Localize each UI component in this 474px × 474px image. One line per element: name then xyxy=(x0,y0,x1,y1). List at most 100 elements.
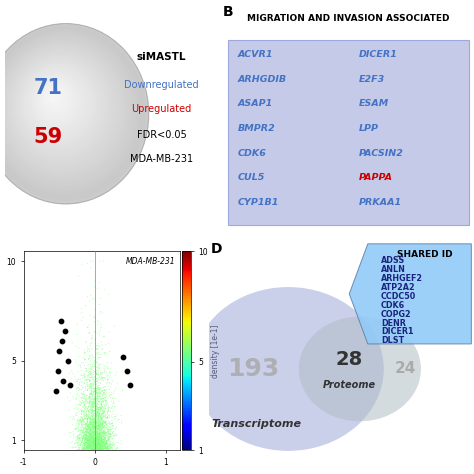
Point xyxy=(79,435,87,442)
Point xyxy=(100,445,108,453)
Point xyxy=(90,428,98,436)
Point xyxy=(94,451,102,459)
Point xyxy=(79,446,87,454)
Point xyxy=(98,376,105,384)
Point xyxy=(86,447,93,455)
Point xyxy=(113,444,120,452)
Point xyxy=(90,448,98,456)
Point xyxy=(98,441,106,448)
Point xyxy=(109,450,117,458)
Point xyxy=(85,429,93,437)
Point xyxy=(103,447,110,455)
Point xyxy=(80,412,88,420)
Point xyxy=(112,446,120,454)
Point xyxy=(109,410,117,418)
Point xyxy=(96,456,103,463)
Point xyxy=(104,413,111,421)
Point xyxy=(99,452,107,459)
Point xyxy=(98,451,106,458)
Point xyxy=(94,441,102,449)
Point xyxy=(95,426,103,433)
Point xyxy=(74,439,82,447)
Point xyxy=(95,430,103,438)
Point xyxy=(86,448,93,456)
Point xyxy=(100,447,108,455)
Point xyxy=(91,423,98,431)
Point xyxy=(95,439,102,447)
Point xyxy=(87,370,95,377)
Point xyxy=(91,447,99,454)
Point xyxy=(86,424,94,431)
Point xyxy=(87,451,94,458)
Point xyxy=(96,454,104,461)
Point xyxy=(73,418,80,426)
Point xyxy=(73,378,81,385)
Point xyxy=(99,394,107,402)
Point xyxy=(96,454,103,462)
Point xyxy=(93,419,100,426)
Point xyxy=(96,431,104,439)
Point xyxy=(85,446,93,454)
Point xyxy=(87,428,95,435)
Point xyxy=(81,431,89,438)
Point xyxy=(107,393,115,401)
Point xyxy=(95,454,102,461)
Point xyxy=(109,430,117,438)
Point xyxy=(91,283,98,291)
Point xyxy=(91,452,99,460)
Point xyxy=(101,428,109,436)
Point xyxy=(95,423,102,430)
Point xyxy=(85,452,93,460)
Point xyxy=(91,441,99,448)
Point xyxy=(89,450,97,457)
Point xyxy=(80,444,88,452)
Point xyxy=(94,436,101,443)
Point xyxy=(103,444,111,451)
Point xyxy=(82,373,90,381)
Point xyxy=(97,452,104,460)
Point xyxy=(102,438,110,446)
Point xyxy=(86,452,94,460)
Point xyxy=(103,456,111,463)
Point xyxy=(81,445,89,453)
Point xyxy=(87,361,94,368)
Point xyxy=(79,447,86,455)
Point xyxy=(88,440,95,447)
Point xyxy=(94,452,101,460)
Point xyxy=(113,369,120,376)
Point xyxy=(94,390,101,397)
Point xyxy=(97,431,104,439)
Point xyxy=(86,453,93,461)
Point xyxy=(91,373,99,381)
Point xyxy=(102,444,110,451)
Point xyxy=(97,417,104,425)
Point xyxy=(95,454,102,462)
Point xyxy=(93,445,100,453)
Point xyxy=(91,423,99,430)
Point xyxy=(101,441,109,449)
Point xyxy=(88,450,95,458)
Point xyxy=(98,447,105,455)
Point xyxy=(84,441,92,448)
Point xyxy=(97,432,104,440)
Point xyxy=(93,410,101,418)
Point xyxy=(93,438,100,445)
Point xyxy=(80,432,88,440)
Text: ADSS: ADSS xyxy=(381,256,405,265)
Point xyxy=(95,437,103,445)
Point xyxy=(93,435,100,442)
Point xyxy=(98,432,106,439)
Point xyxy=(96,410,103,417)
Point xyxy=(105,443,113,450)
Point xyxy=(83,443,91,451)
Point xyxy=(90,455,97,462)
Point xyxy=(100,448,107,456)
Point xyxy=(86,438,93,445)
Point xyxy=(100,438,107,445)
Point xyxy=(100,409,108,416)
Point xyxy=(86,436,93,443)
Point xyxy=(85,445,93,452)
Point xyxy=(77,362,85,370)
Point xyxy=(89,393,96,401)
Point xyxy=(118,420,126,428)
